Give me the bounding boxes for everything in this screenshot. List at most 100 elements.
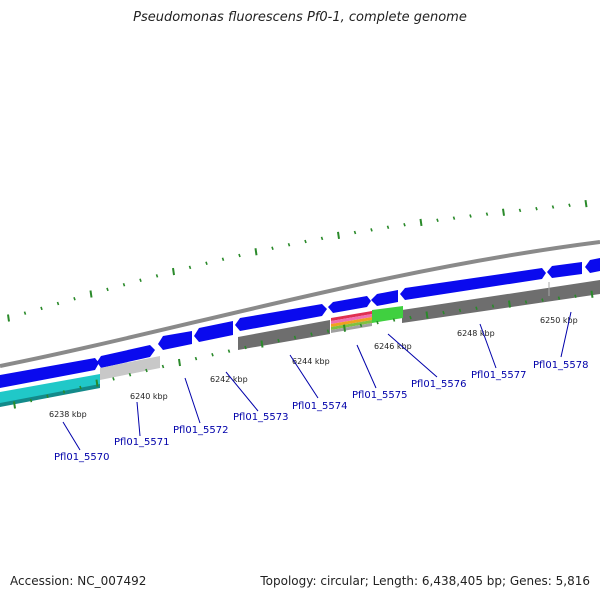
gene-arrow-pfl01-5577[interactable] bbox=[400, 268, 546, 300]
outer-minor-tick bbox=[403, 223, 406, 227]
outer-minor-tick bbox=[353, 230, 357, 235]
cyan-feature[interactable] bbox=[0, 374, 100, 405]
kbp-label: 6240 kbp bbox=[130, 392, 168, 401]
kbp-label: 6244 kbp bbox=[292, 357, 330, 366]
outer-minor-tick bbox=[40, 306, 43, 311]
inner-minor-tick bbox=[326, 329, 330, 333]
outer-minor-tick bbox=[436, 218, 439, 222]
gene-label-pfl01-5576[interactable]: Pfl01_5576 bbox=[411, 379, 467, 390]
gene-arrow-pfl01-5571[interactable] bbox=[97, 345, 155, 368]
gene-label-pfl01-5574[interactable]: Pfl01_5574 bbox=[292, 401, 348, 412]
inner-minor-tick bbox=[29, 398, 33, 403]
inner-major-tick bbox=[178, 358, 181, 367]
inner-minor-tick bbox=[277, 338, 280, 343]
gene-label-pfl01-5578[interactable]: Pfl01_5578 bbox=[533, 360, 589, 371]
outer-minor-tick bbox=[287, 243, 291, 247]
cyan-feature-shadow bbox=[0, 384, 100, 407]
inner-minor-tick bbox=[524, 300, 528, 304]
gene-label-pfl01-5577[interactable]: Pfl01_5577 bbox=[471, 370, 527, 381]
leader-line bbox=[479, 323, 497, 369]
kbp-label: 6242 kbp bbox=[210, 375, 248, 384]
kbp-label: 6250 kbp bbox=[540, 316, 578, 325]
gene-label-pfl01-5572[interactable]: Pfl01_5572 bbox=[173, 425, 229, 436]
inner-minor-tick bbox=[211, 353, 214, 357]
genome-summary-text: Topology: circular; Length: 6,438,405 bp… bbox=[260, 574, 590, 588]
outer-minor-tick bbox=[518, 208, 522, 213]
leader-line bbox=[356, 344, 377, 389]
leader-line bbox=[289, 354, 319, 399]
gene-label-pfl01-5570[interactable]: Pfl01_5570 bbox=[54, 452, 110, 463]
leader-line bbox=[225, 371, 259, 412]
outer-minor-tick bbox=[73, 296, 76, 301]
outer-major-tick bbox=[584, 200, 588, 208]
leader-line bbox=[136, 401, 141, 437]
outer-minor-tick bbox=[139, 278, 142, 283]
outer-minor-tick bbox=[370, 228, 373, 232]
stripe-pink bbox=[331, 314, 372, 324]
leader-line bbox=[387, 333, 438, 378]
kbp-scale: 6238 kbp 6240 kbp 6242 kbp 6244 kbp 6246… bbox=[49, 316, 578, 419]
outer-minor-tick bbox=[535, 206, 538, 211]
dark-gray-feature-right[interactable] bbox=[402, 280, 600, 323]
gene-arrow-pfl01-5572[interactable] bbox=[158, 331, 192, 350]
outer-minor-tick bbox=[271, 246, 274, 250]
outer-minor-tick bbox=[485, 212, 489, 216]
leader-line bbox=[560, 311, 572, 358]
gene-arrow-pfl01-5578[interactable] bbox=[547, 262, 582, 278]
green-feature[interactable] bbox=[372, 306, 403, 323]
gene-label-pfl01-5575[interactable]: Pfl01_5575 bbox=[352, 390, 408, 401]
inner-major-tick bbox=[343, 324, 346, 332]
gene-arrow-pfl01-5573[interactable] bbox=[194, 321, 233, 342]
leader-line bbox=[62, 421, 81, 451]
gene-label-pfl01-5571[interactable]: Pfl01_5571 bbox=[114, 437, 170, 448]
outer-minor-tick bbox=[106, 287, 109, 292]
inner-minor-tick bbox=[194, 356, 198, 361]
outer-minor-tick bbox=[56, 301, 60, 306]
stripe-red bbox=[331, 311, 372, 321]
inner-minor-tick bbox=[112, 377, 115, 381]
forward-strand-genes bbox=[0, 258, 600, 388]
outer-tick-row bbox=[7, 200, 588, 322]
gene-label-pfl01-5573[interactable]: Pfl01_5573 bbox=[233, 412, 289, 423]
inner-major-tick bbox=[95, 379, 99, 387]
kbp-label: 6248 kbp bbox=[457, 329, 495, 338]
gene-arrow-pfl01-5574[interactable] bbox=[235, 304, 327, 331]
accession-text: Accession: NC_007492 bbox=[10, 574, 147, 588]
outer-minor-tick bbox=[238, 253, 241, 258]
outer-major-tick bbox=[172, 267, 175, 276]
outer-minor-tick bbox=[320, 236, 324, 241]
inner-minor-tick bbox=[359, 323, 363, 328]
outer-major-tick bbox=[89, 290, 93, 298]
inner-minor-tick bbox=[392, 318, 396, 322]
genome-title: Pseudomonas fluorescens Pf0-1, complete … bbox=[133, 10, 467, 25]
inner-major-tick bbox=[590, 290, 594, 298]
inner-minor-tick bbox=[409, 315, 412, 320]
inner-major-tick bbox=[425, 311, 429, 319]
inner-tick-row bbox=[13, 290, 594, 409]
gene-arrow-pfl01-5576[interactable] bbox=[371, 290, 398, 306]
kbp-label: 6246 kbp bbox=[374, 342, 412, 351]
outer-major-tick bbox=[254, 248, 258, 256]
outer-minor-tick bbox=[221, 257, 225, 262]
stripe-lime bbox=[331, 320, 372, 330]
inner-minor-tick bbox=[46, 394, 49, 398]
inner-minor-tick bbox=[541, 298, 544, 302]
inner-minor-tick bbox=[293, 335, 297, 340]
outer-minor-tick bbox=[205, 261, 208, 266]
inner-minor-tick bbox=[161, 364, 165, 369]
inner-minor-tick bbox=[128, 372, 132, 377]
gene-arrow-pfl01-5570-fwd[interactable] bbox=[0, 358, 99, 388]
inner-minor-tick bbox=[442, 310, 445, 315]
light-gray-feature[interactable] bbox=[100, 356, 160, 380]
inner-minor-tick bbox=[62, 390, 66, 394]
inner-minor-tick bbox=[145, 368, 148, 373]
inner-minor-tick bbox=[244, 345, 247, 350]
gene-arrow-next[interactable] bbox=[585, 258, 600, 273]
gene-label-leaders bbox=[62, 311, 572, 451]
outer-minor-tick bbox=[23, 311, 27, 315]
outer-minor-tick bbox=[122, 283, 126, 287]
outer-minor-tick bbox=[551, 205, 555, 209]
gene-arrow-pfl01-5575[interactable] bbox=[328, 296, 371, 313]
inner-minor-tick bbox=[491, 304, 495, 308]
